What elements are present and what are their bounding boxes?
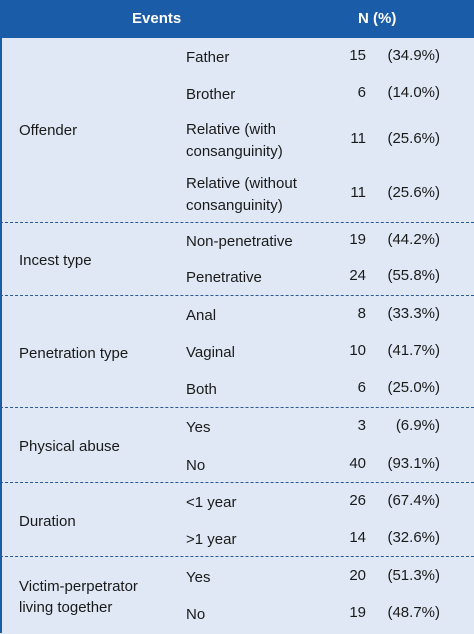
category-cell: Penetrative <box>186 269 262 286</box>
category-cell: <1 year <box>186 494 237 511</box>
count-cell: 10 <box>349 342 366 359</box>
category-cell: Both <box>186 381 217 398</box>
table-header: Events N (%) <box>0 0 474 38</box>
group-physical-abuse: Physical abuse Yes 3 (6.9%) No 40 (93.1%… <box>0 407 474 483</box>
count-cell: 15 <box>349 47 366 64</box>
header-n-pct: N (%) <box>358 10 397 27</box>
group-label: Physical abuse <box>19 438 120 455</box>
category-cell: No <box>186 457 206 474</box>
percent-cell: (6.9%) <box>395 417 440 434</box>
category-cell: Relative (without consanguinity) <box>186 175 297 214</box>
group-label: Duration <box>19 513 76 530</box>
category-cell: Relative (with consanguinity) <box>186 121 283 160</box>
percent-cell: (51.3%) <box>387 567 440 584</box>
count-cell: 3 <box>357 417 366 434</box>
category-cell: Vaginal <box>186 344 235 361</box>
count-cell: 11 <box>350 130 366 147</box>
group-label: Incest type <box>19 252 92 269</box>
group-label: Offender <box>19 122 78 139</box>
count-cell: 26 <box>349 492 366 509</box>
group-label: Victim-perpetrator living together <box>19 578 138 616</box>
category-cell: No <box>186 606 206 623</box>
group-incest-type: Incest type Non-penetrative 19 (44.2%) P… <box>0 222 474 296</box>
count-cell: 11 <box>350 184 366 201</box>
category-cell: Father <box>186 49 230 66</box>
percent-cell: (55.8%) <box>387 267 440 284</box>
percent-cell: (93.1%) <box>387 455 440 472</box>
percent-cell: (32.6%) <box>387 529 440 546</box>
count-cell: 19 <box>349 231 366 248</box>
category-cell: Yes <box>186 419 211 436</box>
percent-cell: (14.0%) <box>387 84 440 101</box>
percent-cell: (33.3%) <box>387 305 440 322</box>
group-offender: Offender Father 15 (34.9%) Brother 6 (14… <box>0 38 474 222</box>
category-cell: >1 year <box>186 531 237 548</box>
group-duration: Duration <1 year 26 (67.4%) >1 year 14 (… <box>0 482 474 557</box>
group-living-together: Victim-perpetrator living together Yes 2… <box>0 556 474 634</box>
percent-cell: (34.9%) <box>387 47 440 64</box>
percent-cell: (25.6%) <box>387 184 440 201</box>
percent-cell: (41.7%) <box>387 342 440 359</box>
percent-cell: (44.2%) <box>387 231 440 248</box>
percent-cell: (25.0%) <box>387 379 440 396</box>
count-cell: 6 <box>357 84 366 101</box>
header-events: Events <box>132 10 182 27</box>
percent-cell: (48.7%) <box>387 604 440 621</box>
category-cell: Brother <box>186 86 236 103</box>
category-cell: Anal <box>186 307 217 324</box>
count-cell: 14 <box>349 529 366 546</box>
table-left-border <box>0 38 2 633</box>
count-cell: 40 <box>349 455 366 472</box>
group-label: Penetration type <box>19 345 129 362</box>
category-cell: Non-penetrative <box>186 233 293 250</box>
percent-cell: (67.4%) <box>387 492 440 509</box>
count-cell: 19 <box>349 604 366 621</box>
group-penetration-type: Penetration type Anal 8 (33.3%) Vaginal … <box>0 295 474 408</box>
count-cell: 6 <box>357 379 366 396</box>
percent-cell: (25.6%) <box>387 130 440 147</box>
count-cell: 20 <box>349 567 366 584</box>
count-cell: 24 <box>349 267 366 284</box>
category-cell: Yes <box>186 569 211 586</box>
count-cell: 8 <box>357 305 366 322</box>
